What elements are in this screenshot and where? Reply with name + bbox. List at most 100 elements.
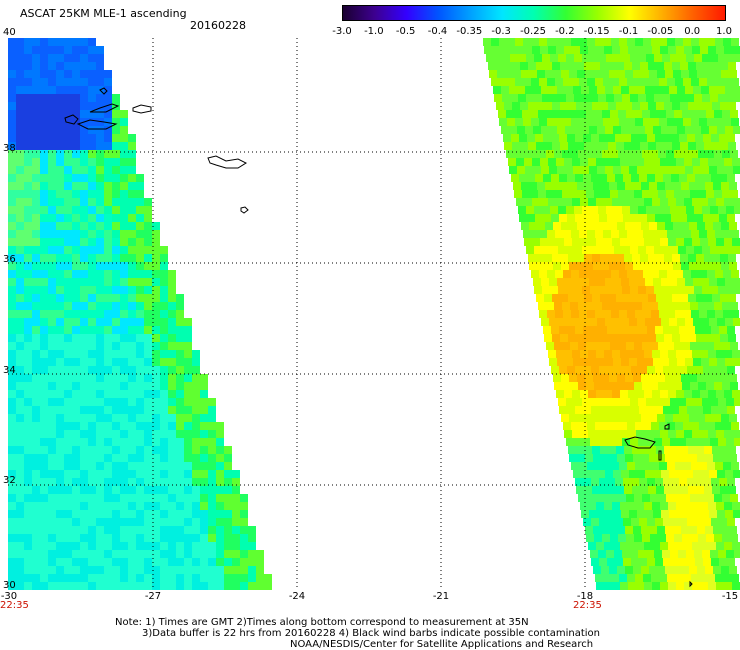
- swath-cell: [612, 158, 620, 166]
- swath-cell: [32, 142, 40, 150]
- swath-cell: [646, 54, 654, 62]
- swath-cell: [576, 486, 584, 494]
- swath-cell: [661, 166, 669, 174]
- swath-cell: [144, 350, 152, 358]
- swath-cell: [200, 494, 208, 502]
- swath-cell: [16, 518, 24, 526]
- swath-cell: [584, 446, 592, 454]
- swath-cell: [56, 286, 64, 294]
- swath-cell: [24, 534, 32, 542]
- swath-cell: [710, 550, 718, 558]
- swath-cell: [144, 574, 152, 582]
- swath-cell: [128, 446, 136, 454]
- swath-cell: [56, 94, 64, 102]
- swath-cell: [607, 558, 615, 566]
- swath-cell: [56, 518, 64, 526]
- swath-cell: [136, 398, 144, 406]
- swath-cell: [24, 230, 32, 238]
- swath-cell: [104, 470, 112, 478]
- swath-cell: [577, 70, 585, 78]
- swath-cell: [728, 102, 736, 110]
- swath-cell: [176, 406, 184, 414]
- swath-cell: [687, 558, 695, 566]
- swath-cell: [731, 574, 739, 582]
- swath-cell: [96, 446, 104, 454]
- swath-cell: [32, 462, 40, 470]
- swath-cell: [645, 126, 653, 134]
- swath-cell: [619, 38, 627, 46]
- swath-cell: [160, 518, 168, 526]
- swath-cell: [80, 294, 88, 302]
- swath-cell: [32, 54, 40, 62]
- swath-cell: [718, 550, 726, 558]
- swath-cell: [568, 254, 576, 262]
- swath-cell: [16, 566, 24, 574]
- data-swaths: [8, 38, 740, 590]
- swath-cell: [610, 382, 618, 390]
- swath-cell: [112, 126, 120, 134]
- swath-cell: [705, 454, 713, 462]
- swath-cell: [104, 398, 112, 406]
- swath-cell: [606, 54, 614, 62]
- swath-cell: [232, 566, 240, 574]
- swath-cell: [522, 190, 530, 198]
- swath-cell: [24, 486, 32, 494]
- swath-cell: [72, 318, 80, 326]
- swath-cell: [547, 78, 555, 86]
- swath-cell: [104, 358, 112, 366]
- swath-cell: [104, 574, 112, 582]
- swath-cell: [697, 70, 705, 78]
- swath-cell: [686, 286, 694, 294]
- swath-cell: [152, 230, 160, 238]
- swath-cell: [120, 526, 128, 534]
- swath-cell: [559, 406, 567, 414]
- swath-cell: [658, 494, 666, 502]
- swath-cell: [696, 334, 704, 342]
- swath-cell: [8, 366, 16, 374]
- swath-cell: [678, 246, 686, 254]
- swath-cell: [501, 86, 509, 94]
- swath-cell: [683, 574, 691, 582]
- swath-cell: [112, 462, 120, 470]
- swath-cell: [160, 398, 168, 406]
- swath-cell: [176, 342, 184, 350]
- swath-cell: [570, 342, 578, 350]
- swath-cell: [168, 446, 176, 454]
- swath-cell: [695, 174, 703, 182]
- swath-cell: [579, 38, 587, 46]
- swath-cell: [523, 78, 531, 86]
- swath-cell: [673, 566, 681, 574]
- swath-cell: [692, 390, 700, 398]
- swath-cell: [683, 230, 691, 238]
- swath-cell: [48, 294, 56, 302]
- swath-cell: [8, 478, 16, 486]
- swath-cell: [613, 318, 621, 326]
- swath-cell: [728, 142, 736, 150]
- swath-cell: [40, 502, 48, 510]
- swath-cell: [574, 54, 582, 62]
- swath-cell: [72, 510, 80, 518]
- swath-cell: [688, 102, 696, 110]
- swath-cell: [705, 414, 713, 422]
- swath-cell: [24, 270, 32, 278]
- swath-cell: [561, 414, 569, 422]
- swath-cell: [120, 542, 128, 550]
- swath-cell: [64, 70, 72, 78]
- swath-cell: [675, 118, 683, 126]
- swath-cell: [528, 254, 536, 262]
- swath-cell: [542, 206, 550, 214]
- swath-cell: [698, 342, 706, 350]
- swath-cell: [571, 422, 579, 430]
- swath-cell: [96, 390, 104, 398]
- swath-cell: [64, 262, 72, 270]
- swath-cell: [120, 310, 128, 318]
- swath-cell: [256, 582, 264, 590]
- swath-cell: [8, 54, 16, 62]
- swath-cell: [168, 430, 176, 438]
- swath-cell: [32, 270, 40, 278]
- swath-cell: [48, 214, 56, 222]
- swath-cell: [682, 190, 690, 198]
- swath-cell: [200, 526, 208, 534]
- swath-cell: [727, 366, 735, 374]
- swath-cell: [112, 294, 120, 302]
